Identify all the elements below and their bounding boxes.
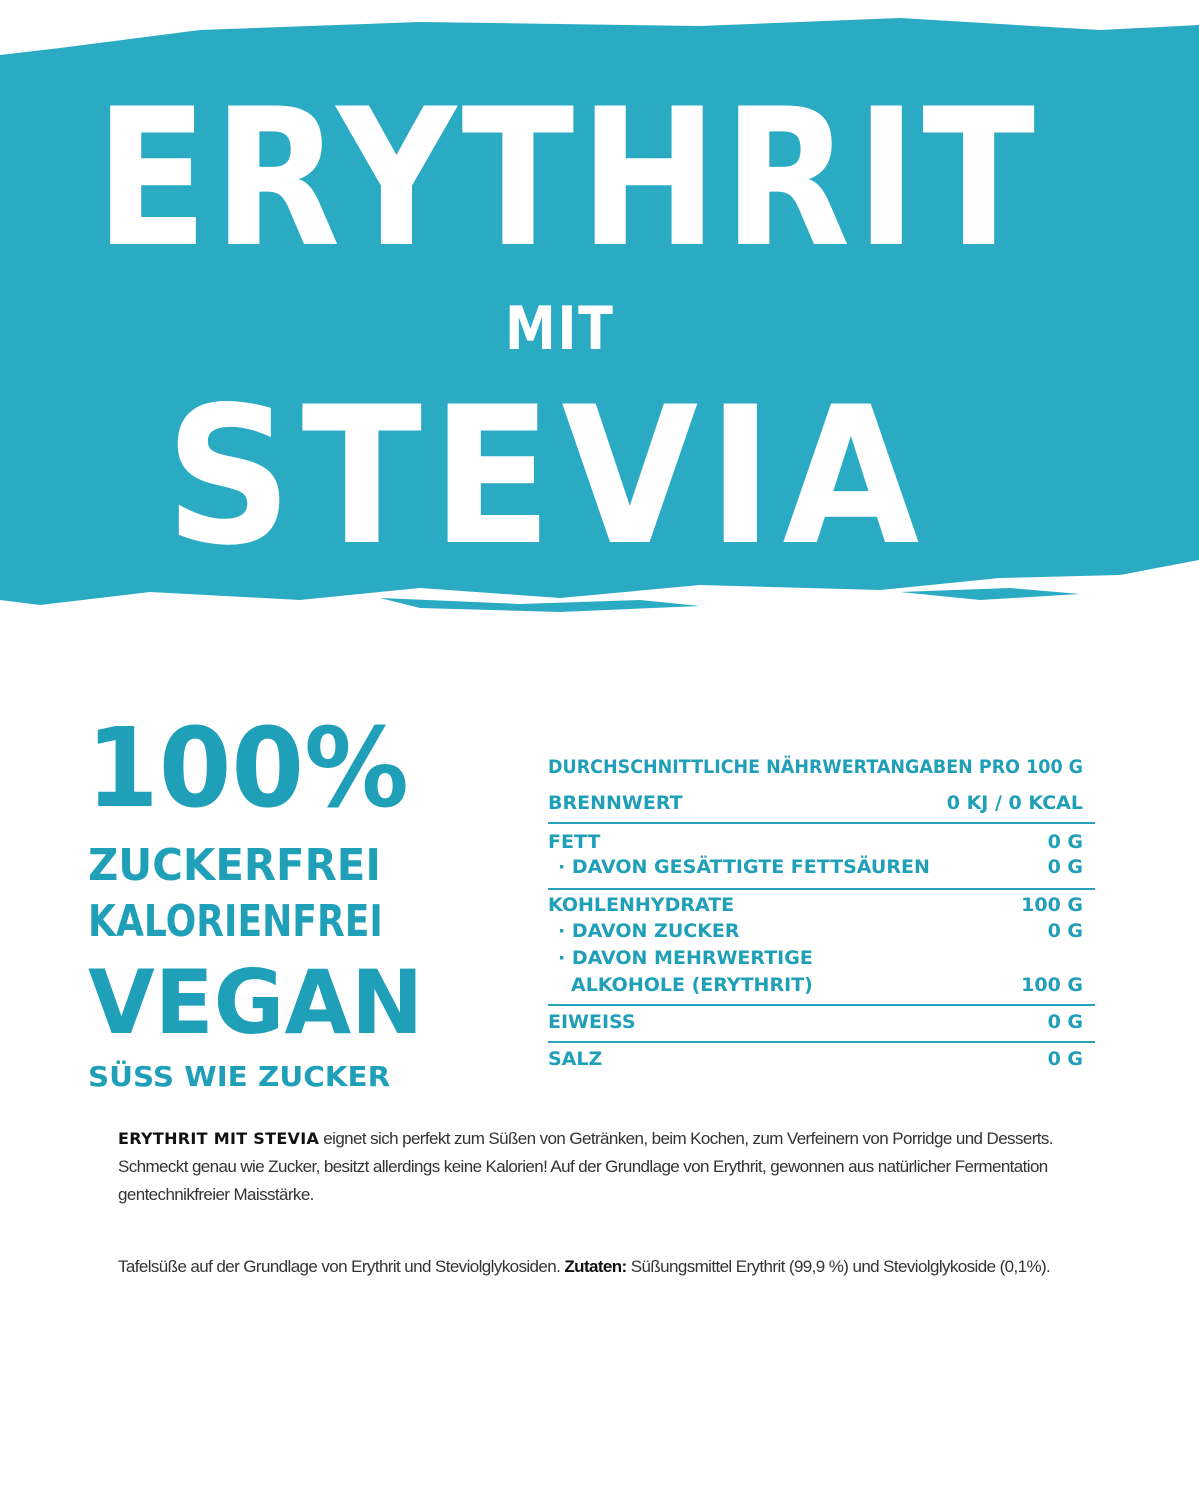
nutrition-row: SALZ 0 G <box>548 1048 1083 1070</box>
divider <box>548 822 1095 824</box>
nutrition-row: · DAVON GESÄTTIGTE FETTSÄUREN 0 G <box>548 856 1083 878</box>
row-label: · DAVON ZUCKER <box>558 920 740 942</box>
nutrition-row: · DAVON MEHRWERTIGE <box>548 947 1083 969</box>
description-paragraph: ERYTHRIT MIT STEVIA eignet sich perfekt … <box>118 1125 1083 1209</box>
claim-percent: 100% <box>86 704 409 832</box>
divider <box>548 1004 1095 1006</box>
row-label: ALKOHOLE (ERYTHRIT) <box>571 974 813 996</box>
row-label: BRENNWERT <box>548 792 683 814</box>
nutrition-row: ALKOHOLE (ERYTHRIT) 100 G <box>548 974 1083 996</box>
ingredients-text: Süßungsmittel Erythrit (99,9 %) und Stev… <box>626 1257 1051 1276</box>
claim-zuckerfrei: ZUCKERFREI <box>88 840 381 891</box>
row-value: 0 G <box>1047 1011 1083 1033</box>
claim-kalorienfrei: KALORIENFREI <box>88 896 383 947</box>
title-stevia: STEVIA <box>165 366 929 587</box>
title-mit: MIT <box>505 294 615 364</box>
nutrition-row: BRENNWERT 0 KJ / 0 KCAL <box>548 792 1083 814</box>
nutrition-heading: DURCHSCHNITTLICHE NÄHRWERTANGABEN PRO 10… <box>548 756 1084 778</box>
claim-vegan: VEGAN <box>88 951 424 1054</box>
title-erythrit: ERYTHRIT <box>95 68 1041 289</box>
description-brand: ERYTHRIT MIT STEVIA <box>118 1129 320 1148</box>
brush-stroke-banner <box>0 18 1199 612</box>
row-value: 0 KJ / 0 KCAL <box>946 792 1083 814</box>
row-label: EIWEISS <box>548 1011 636 1033</box>
row-label: · DAVON GESÄTTIGTE FETTSÄUREN <box>558 856 930 878</box>
ingredients-intro: Tafelsüße auf der Grundlage von Erythrit… <box>118 1257 565 1276</box>
nutrition-row: EIWEISS 0 G <box>548 1011 1083 1033</box>
description-text: eignet sich perfekt zum Süßen von Geträn… <box>118 1129 1054 1204</box>
nutrition-row: KOHLENHYDRATE 100 G <box>548 894 1083 916</box>
nutrition-row: · DAVON ZUCKER 0 G <box>548 920 1083 942</box>
row-value: 0 G <box>1047 920 1083 942</box>
row-value: 0 G <box>1047 856 1083 878</box>
row-value: 0 G <box>1047 1048 1083 1070</box>
claim-suess-wie-zucker: SÜSS WIE ZUCKER <box>88 1060 391 1093</box>
row-label: KOHLENHYDRATE <box>548 894 735 916</box>
row-label: SALZ <box>548 1048 603 1070</box>
row-value: 100 G <box>1021 974 1083 996</box>
nutrition-row: FETT 0 G <box>548 831 1083 853</box>
divider <box>548 1041 1095 1043</box>
row-label: FETT <box>548 831 601 853</box>
ingredients-label: Zutaten: <box>564 1257 627 1276</box>
row-value: 100 G <box>1021 894 1083 916</box>
divider <box>548 888 1095 890</box>
row-label: · DAVON MEHRWERTIGE <box>558 947 813 969</box>
ingredients-paragraph: Tafelsüße auf der Grundlage von Erythrit… <box>118 1253 1083 1281</box>
row-value: 0 G <box>1047 831 1083 853</box>
